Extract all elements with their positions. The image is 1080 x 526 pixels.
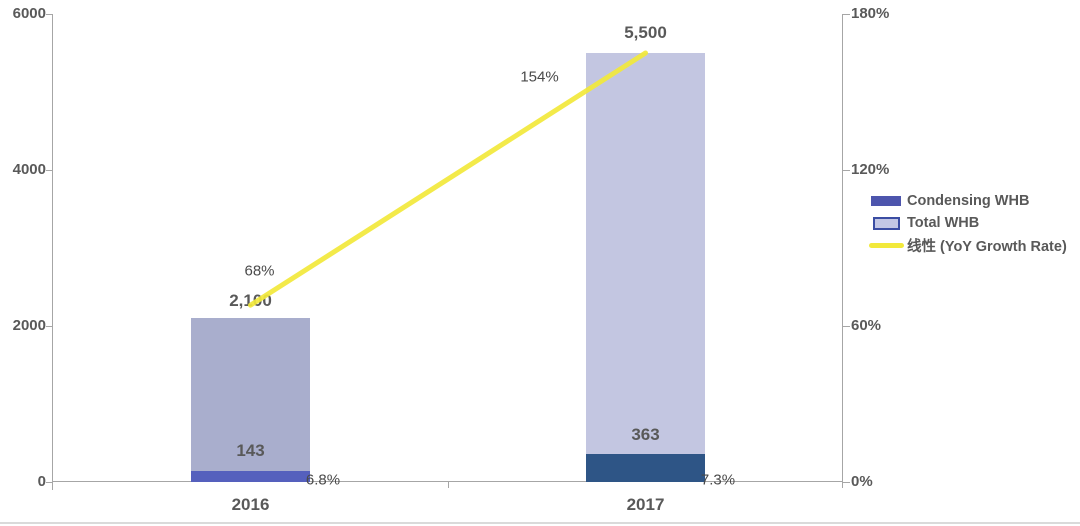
- growth-rate-label-2017: 154%: [520, 68, 559, 86]
- total-whb-bar-2016: [191, 318, 310, 482]
- legend-label: 线性 (YoY Growth Rate): [907, 238, 1067, 255]
- legend-item-condensing-whb: Condensing WHB: [868, 190, 1067, 212]
- category-label-2016: 2016: [231, 495, 270, 514]
- right-axis-tick-mark: [843, 14, 850, 15]
- left-axis-tick-mark: [46, 482, 53, 483]
- left-axis-tick-label: 0: [37, 473, 46, 490]
- left-axis-tick-label: 4000: [12, 161, 46, 178]
- growth-rate-label-2016: 68%: [244, 262, 275, 280]
- right-axis-tick-mark: [843, 482, 850, 483]
- left-axis-tick-mark: [46, 326, 53, 327]
- left-axis-tick-mark: [46, 170, 53, 171]
- total-whb-swatch-icon: [868, 216, 904, 230]
- category-boundary-tick: [448, 482, 449, 488]
- left-axis-tick-label: 2000: [12, 317, 46, 334]
- legend: Condensing WHB Total WHB 线性 (YoY Growth …: [868, 190, 1067, 256]
- share-label-2017: 7.3%: [700, 471, 736, 489]
- right-axis-line: [842, 14, 843, 488]
- legend-label: Total WHB: [907, 215, 980, 231]
- condensing-whb-swatch-icon: [868, 196, 904, 206]
- right-axis-tick-mark: [843, 170, 850, 171]
- share-label-2016: 6.8%: [305, 471, 341, 489]
- total-value-label-2017: 5,500: [624, 23, 667, 42]
- right-axis-tick-label: 60%: [851, 317, 882, 334]
- right-axis-tick-label: 180%: [851, 5, 890, 22]
- total-whb-bar-2017: [586, 53, 705, 482]
- right-axis-tick-label: 0%: [851, 473, 873, 490]
- x-axis-line: [53, 481, 843, 482]
- right-axis-tick-label: 120%: [851, 161, 890, 178]
- legend-item-yoy-growth-line: 线性 (YoY Growth Rate): [868, 234, 1067, 256]
- bottom-divider: [0, 522, 1080, 524]
- total-value-label-2016: 2,100: [229, 291, 272, 311]
- category-label-2017: 2017: [626, 495, 665, 514]
- legend-item-total-whb: Total WHB: [868, 212, 1067, 234]
- condensing-value-label-2017: 363: [631, 424, 660, 444]
- condensing-value-label-2016: 143: [236, 440, 265, 460]
- left-axis-line: [52, 14, 53, 490]
- trendline-swatch-icon: [868, 242, 904, 248]
- condensing-whb-bar-2016: [191, 470, 310, 482]
- legend-label: Condensing WHB: [907, 193, 1030, 209]
- right-axis-tick-mark: [843, 326, 850, 327]
- left-axis-tick-label: 6000: [12, 5, 46, 22]
- condensing-whb-bar-2017: [586, 453, 705, 482]
- left-axis-tick-mark: [46, 14, 53, 15]
